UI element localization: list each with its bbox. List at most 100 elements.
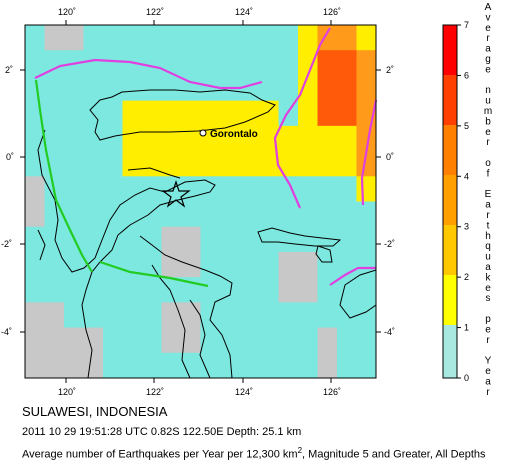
grid-cell: [356, 302, 377, 329]
grid-cell: [44, 125, 65, 152]
colorbar-title-char: g: [485, 54, 491, 65]
grid-cell: [181, 352, 201, 379]
grid-cell: [64, 201, 84, 228]
grid-cell: [122, 176, 143, 202]
grid-cell: [317, 327, 338, 354]
map-frame: [24, 24, 377, 379]
colorbar-tick-label: 5: [464, 121, 469, 131]
grid-cell: [259, 226, 279, 253]
grid-cell: [64, 75, 84, 102]
grid-cell: [142, 100, 162, 127]
grid-cell: [122, 277, 143, 303]
grid-cell: [278, 352, 299, 379]
grid-cell: [239, 352, 260, 379]
grid-cell: [337, 151, 357, 177]
grid-cell: [278, 25, 299, 51]
grid-cell: [161, 226, 182, 253]
grid-cell: [200, 100, 221, 127]
grid-cell: [142, 226, 162, 253]
grid-cell: [142, 277, 162, 303]
grid-cell: [83, 302, 104, 329]
grid-cell: [122, 151, 143, 177]
colorbar-tick-label: 6: [464, 70, 469, 80]
lon-tick-bottom-120: 120˚: [58, 387, 76, 397]
colorbar-title-char: a: [485, 44, 491, 55]
grid-cell: [122, 125, 143, 152]
grid-cell: [142, 176, 162, 202]
lat-tick-left-2: 2˚: [5, 65, 13, 75]
grid-cell: [259, 352, 279, 379]
grid-cell: [259, 75, 279, 102]
grid-cell: [337, 302, 357, 329]
grid-cell: [181, 100, 201, 127]
grid-cell: [317, 201, 338, 228]
grid-cell: [25, 75, 45, 102]
grid-cell: [44, 75, 65, 102]
grid-cell: [337, 226, 357, 253]
grid-cell: [64, 302, 84, 329]
grid-cell: [103, 125, 123, 152]
grid-cell: [25, 50, 45, 76]
grid-cell: [44, 226, 65, 253]
colorbar-title-char: e: [485, 324, 491, 335]
lat-tick-right-m2: -2˚: [384, 239, 395, 249]
colorbar-title-char: e: [485, 64, 491, 75]
plate-boundaries: [34, 27, 378, 288]
grid-cell: [200, 352, 221, 379]
grid-cell: [103, 352, 123, 379]
legend-suffix: , Magnitude 5 and Greater, All Depths: [302, 448, 486, 461]
colorbar-title-char: r: [486, 137, 490, 148]
grid-cell: [103, 302, 123, 329]
grid-cell: [239, 25, 260, 51]
grid-cell: [142, 125, 162, 152]
colorbar-title-char: h: [485, 231, 491, 242]
grid-cell: [181, 151, 201, 177]
grid-cell: [337, 100, 357, 127]
grid-cell: [356, 352, 377, 379]
colorbar-tick-label: 4: [464, 171, 469, 181]
grid-cell: [337, 201, 357, 228]
colorbar-tick-label: 7: [464, 20, 469, 30]
grid-cell: [317, 251, 338, 278]
grid-cell: [220, 302, 240, 329]
seismicity-grid: [25, 25, 377, 379]
grid-cell: [64, 25, 84, 51]
grid-cell: [298, 176, 318, 202]
grid-cell: [181, 226, 201, 253]
grid-cell: [103, 75, 123, 102]
grid-cell: [103, 25, 123, 51]
grid-cell: [122, 75, 143, 102]
colorbar-title-char: p: [485, 314, 491, 325]
grid-cell: [259, 302, 279, 329]
colorbar-ticks: 0 1 2 3 4 5 6 7: [457, 20, 469, 383]
grid-cell: [239, 226, 260, 253]
grid-cell: [337, 125, 357, 152]
grid-cell: [239, 251, 260, 278]
colorbar-title-char: u: [485, 252, 491, 263]
grid-cell: [239, 50, 260, 76]
grid-cell: [298, 327, 318, 354]
grid-cell: [239, 151, 260, 177]
grid-cell: [220, 201, 240, 228]
grid-cell: [278, 201, 299, 228]
grid-cell: [44, 251, 65, 278]
lon-tick-top-126: 126˚: [323, 7, 341, 17]
grid-cell: [298, 75, 318, 102]
lat-tick-right-0: 0˚: [386, 152, 394, 162]
lat-tick-right-2: 2˚: [386, 65, 394, 75]
grid-cell: [142, 151, 162, 177]
grid-cell: [122, 226, 143, 253]
colorbar-title-char: r: [486, 335, 490, 346]
grid-cell: [64, 100, 84, 127]
gorontalo-marker: [199, 129, 207, 137]
grid-cell: [103, 251, 123, 278]
grid-cell: [259, 251, 279, 278]
grid-cell: [239, 75, 260, 102]
colorbar-title-char: n: [485, 85, 491, 96]
grid-cell: [356, 25, 377, 51]
grid-cell: [161, 277, 182, 303]
lon-tick-top-122: 122˚: [146, 7, 164, 17]
lat-tick-left-0: 0˚: [6, 152, 14, 162]
grid-cell: [64, 251, 84, 278]
